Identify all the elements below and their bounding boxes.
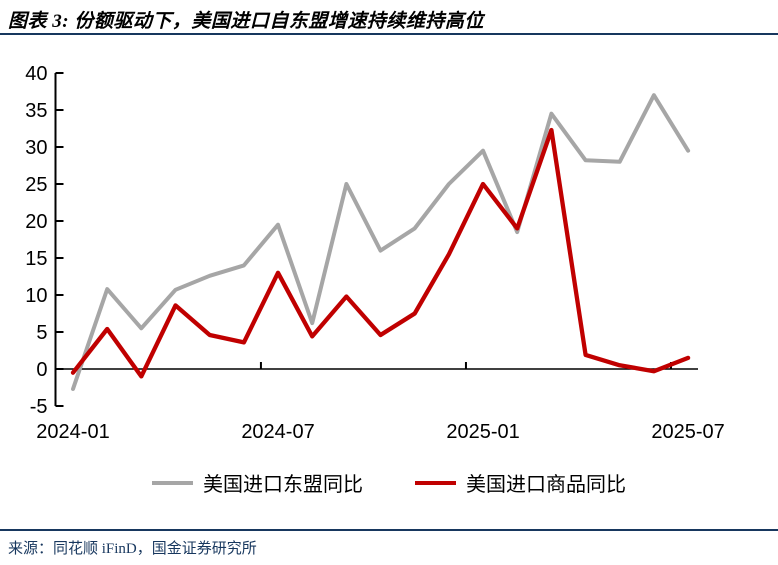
x-tick-label: 2024-01 (36, 421, 109, 443)
series-line-asean-imports (71, 93, 691, 391)
y-tick-label: 20 (25, 211, 47, 233)
x-tick-label: 2024-07 (241, 421, 314, 443)
y-tick-label: 15 (25, 248, 47, 270)
series-line-goods-imports (70, 127, 691, 379)
chart-title: 图表 3: 份额驱动下，美国进口自东盟增速持续维持高位 (8, 11, 484, 32)
y-tick-label: -5 (30, 396, 48, 418)
legend-label-goods: 美国进口商品同比 (466, 474, 626, 496)
legend-label-asean: 美国进口东盟同比 (203, 474, 363, 496)
y-tick-label: 35 (25, 100, 47, 122)
legend-swatch-red-line (415, 480, 456, 485)
source-note: 来源：同花顺 iFinD，国金证券研究所 (8, 541, 257, 557)
y-tick-label: 25 (25, 174, 47, 196)
legend-item-goods: 美国进口商品同比 (415, 468, 626, 497)
y-tick-label: 30 (25, 137, 47, 159)
y-tick-label: 5 (36, 322, 47, 344)
x-tick-label: 2025-07 (651, 421, 724, 443)
x-tick-label: 2025-01 (446, 421, 519, 443)
y-tick-label: 0 (36, 359, 47, 381)
y-tick-label: 40 (25, 63, 47, 85)
y-tick-label: 10 (25, 285, 47, 307)
legend-item-asean: 美国进口东盟同比 (152, 468, 363, 497)
legend-swatch-gray-line (152, 480, 193, 485)
footer-divider (0, 529, 778, 531)
chart-legend: 美国进口东盟同比 美国进口商品同比 (0, 468, 778, 497)
title-divider (0, 33, 778, 35)
